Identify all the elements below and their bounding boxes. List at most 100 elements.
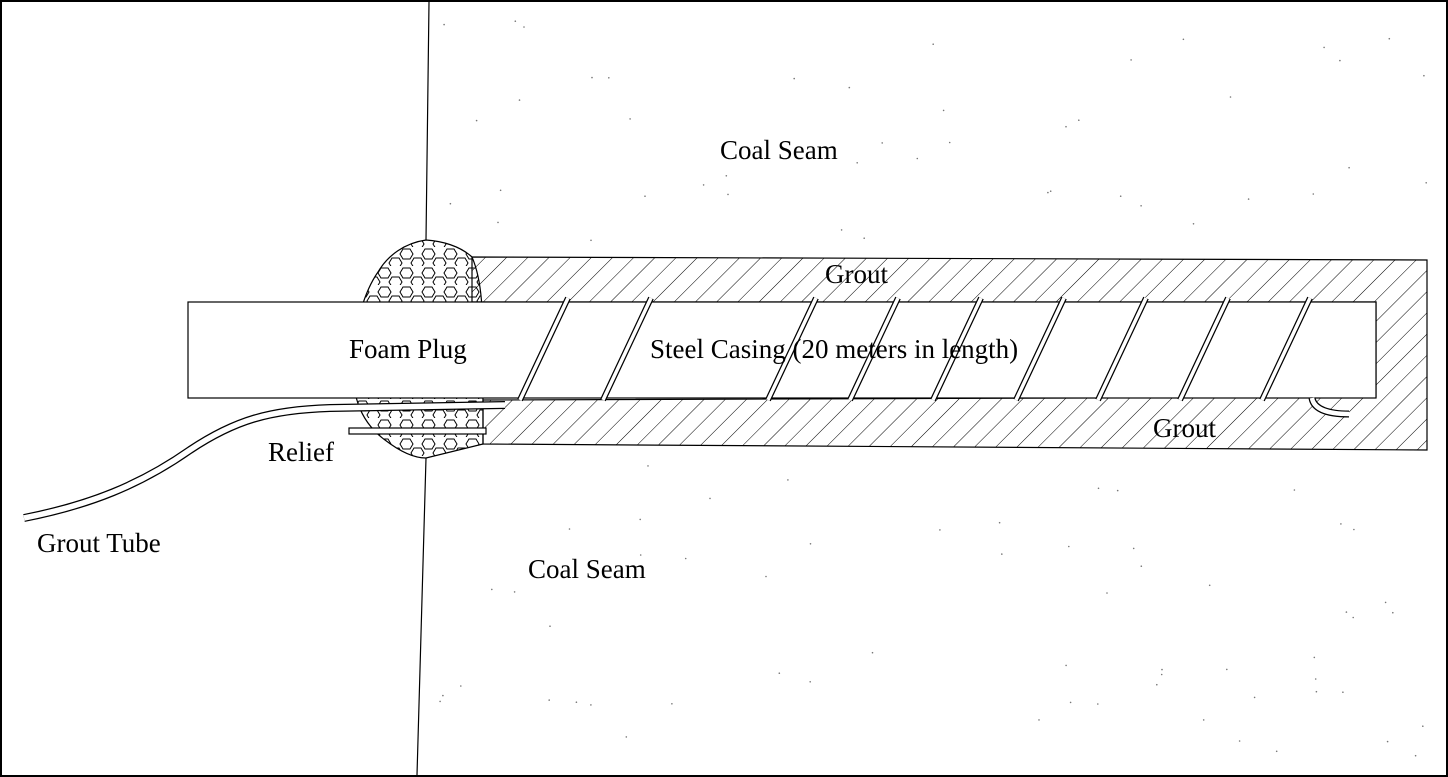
coal-speckle bbox=[523, 26, 525, 28]
coal-speckle bbox=[625, 736, 628, 738]
spiral-wire bbox=[1259, 296, 1313, 402]
coal-speckle bbox=[1293, 489, 1296, 491]
coal-speckle bbox=[1247, 198, 1250, 200]
coal-speckle bbox=[881, 142, 883, 144]
coal-speckle bbox=[549, 625, 551, 627]
coal-speckle bbox=[1097, 487, 1100, 490]
spiral-wire bbox=[517, 296, 571, 402]
coal-speckle bbox=[1160, 673, 1163, 676]
coal-speckle bbox=[948, 141, 951, 144]
coal-speckle bbox=[1386, 740, 1389, 743]
coal-speckle bbox=[765, 575, 767, 578]
relief-tube bbox=[348, 427, 487, 435]
spiral-wire bbox=[600, 296, 654, 402]
coal-speckle bbox=[460, 685, 462, 687]
coal-speckle bbox=[1182, 38, 1185, 41]
coal-speckle bbox=[590, 704, 592, 706]
coal-speckle bbox=[848, 86, 851, 89]
coal-speckle bbox=[1323, 46, 1325, 49]
coal-speckle bbox=[1313, 656, 1316, 659]
coal-speckle bbox=[1049, 190, 1052, 192]
coal-speckle bbox=[1353, 528, 1355, 531]
grout-tube-label: Grout Tube bbox=[37, 528, 161, 558]
grout-bottom-label: Grout bbox=[1153, 413, 1216, 443]
coal-speckle bbox=[575, 701, 578, 703]
coal-speckle bbox=[497, 221, 499, 224]
coal-speckle bbox=[639, 518, 641, 521]
coal-speckle bbox=[1130, 59, 1132, 61]
coal-speckle bbox=[1119, 195, 1122, 197]
coal-speckle bbox=[548, 699, 550, 701]
coal-speckle bbox=[1425, 182, 1427, 184]
coal-speckle bbox=[1312, 193, 1315, 195]
coal-speckle bbox=[809, 681, 811, 683]
coal-speckle bbox=[709, 497, 711, 500]
coal-speckle bbox=[1414, 754, 1417, 757]
coal-speckle bbox=[1078, 119, 1080, 121]
coal-speckle bbox=[1314, 678, 1317, 680]
spiral-wire bbox=[847, 296, 901, 402]
coal-speckle bbox=[840, 229, 843, 231]
coal-speckle bbox=[942, 109, 945, 112]
coal-speckle bbox=[1116, 489, 1119, 492]
coal-speckle bbox=[1340, 523, 1342, 525]
coal-speckle bbox=[916, 157, 919, 160]
coal-speckle bbox=[684, 557, 687, 560]
spiral-wire bbox=[1177, 296, 1231, 402]
foam-plug-label: Foam Plug bbox=[349, 334, 467, 364]
coal-speckle bbox=[1192, 223, 1195, 225]
relief-label: Relief bbox=[268, 437, 334, 467]
coal-speckle bbox=[639, 554, 642, 556]
coal-speckle bbox=[499, 189, 502, 192]
coal-speckle bbox=[1315, 690, 1318, 693]
coal-speckle bbox=[778, 672, 781, 674]
coal-speckle bbox=[439, 700, 441, 703]
coal-speckle bbox=[787, 479, 789, 481]
coal-speckle bbox=[568, 528, 571, 530]
coal-speckle bbox=[443, 23, 445, 26]
coal-speckle bbox=[1423, 74, 1425, 77]
coal-speckle bbox=[518, 99, 521, 101]
coal-speckle bbox=[491, 588, 493, 591]
coal-speckle bbox=[644, 195, 646, 197]
coal-speckle bbox=[1038, 719, 1040, 721]
coal-speckle bbox=[1388, 37, 1391, 40]
spiral-wire bbox=[1095, 296, 1149, 402]
steel-casing bbox=[187, 301, 1377, 399]
coal-speckle bbox=[725, 175, 728, 177]
coal-speckle bbox=[793, 77, 795, 80]
coal-speckle bbox=[1384, 601, 1387, 604]
coal-speckle bbox=[1140, 205, 1142, 207]
coal-speckle bbox=[1208, 584, 1211, 587]
coal-seam-top-label: Coal Seam bbox=[720, 135, 838, 165]
coal-speckle bbox=[1352, 616, 1354, 619]
coal-speckle bbox=[1140, 565, 1143, 567]
coal-speckle bbox=[1065, 664, 1067, 667]
coal-speckle bbox=[1392, 611, 1394, 614]
coal-speckle bbox=[1068, 545, 1070, 548]
coal-speckle bbox=[1226, 668, 1228, 671]
coal-speckle bbox=[647, 465, 649, 467]
coal-speckle bbox=[1345, 611, 1348, 613]
coal-speckle bbox=[932, 43, 934, 45]
coal-speckle bbox=[1229, 96, 1232, 98]
coal-speckle bbox=[871, 651, 874, 654]
coal-speckle bbox=[442, 694, 444, 697]
coal-speckle bbox=[1106, 592, 1108, 594]
coal-speckle bbox=[809, 543, 812, 545]
coal-speckle bbox=[671, 703, 673, 705]
coal-speckle bbox=[1348, 166, 1350, 169]
coal-speckle bbox=[608, 77, 610, 79]
steel-casing-label: Steel Casing (20 meters in length) bbox=[650, 334, 1018, 364]
coal-speckle bbox=[856, 162, 858, 164]
coal-speckle bbox=[1275, 750, 1278, 753]
coal-speckle bbox=[1069, 701, 1072, 704]
coal-speckle bbox=[1422, 725, 1424, 727]
spiral-wire bbox=[765, 296, 819, 402]
coal-seam-bottom-label: Coal Seam bbox=[528, 554, 646, 584]
coal-speckle bbox=[1238, 740, 1241, 742]
coal-speckle bbox=[939, 529, 941, 531]
coal-speckle bbox=[1132, 547, 1135, 550]
coal-speckle bbox=[514, 20, 517, 23]
